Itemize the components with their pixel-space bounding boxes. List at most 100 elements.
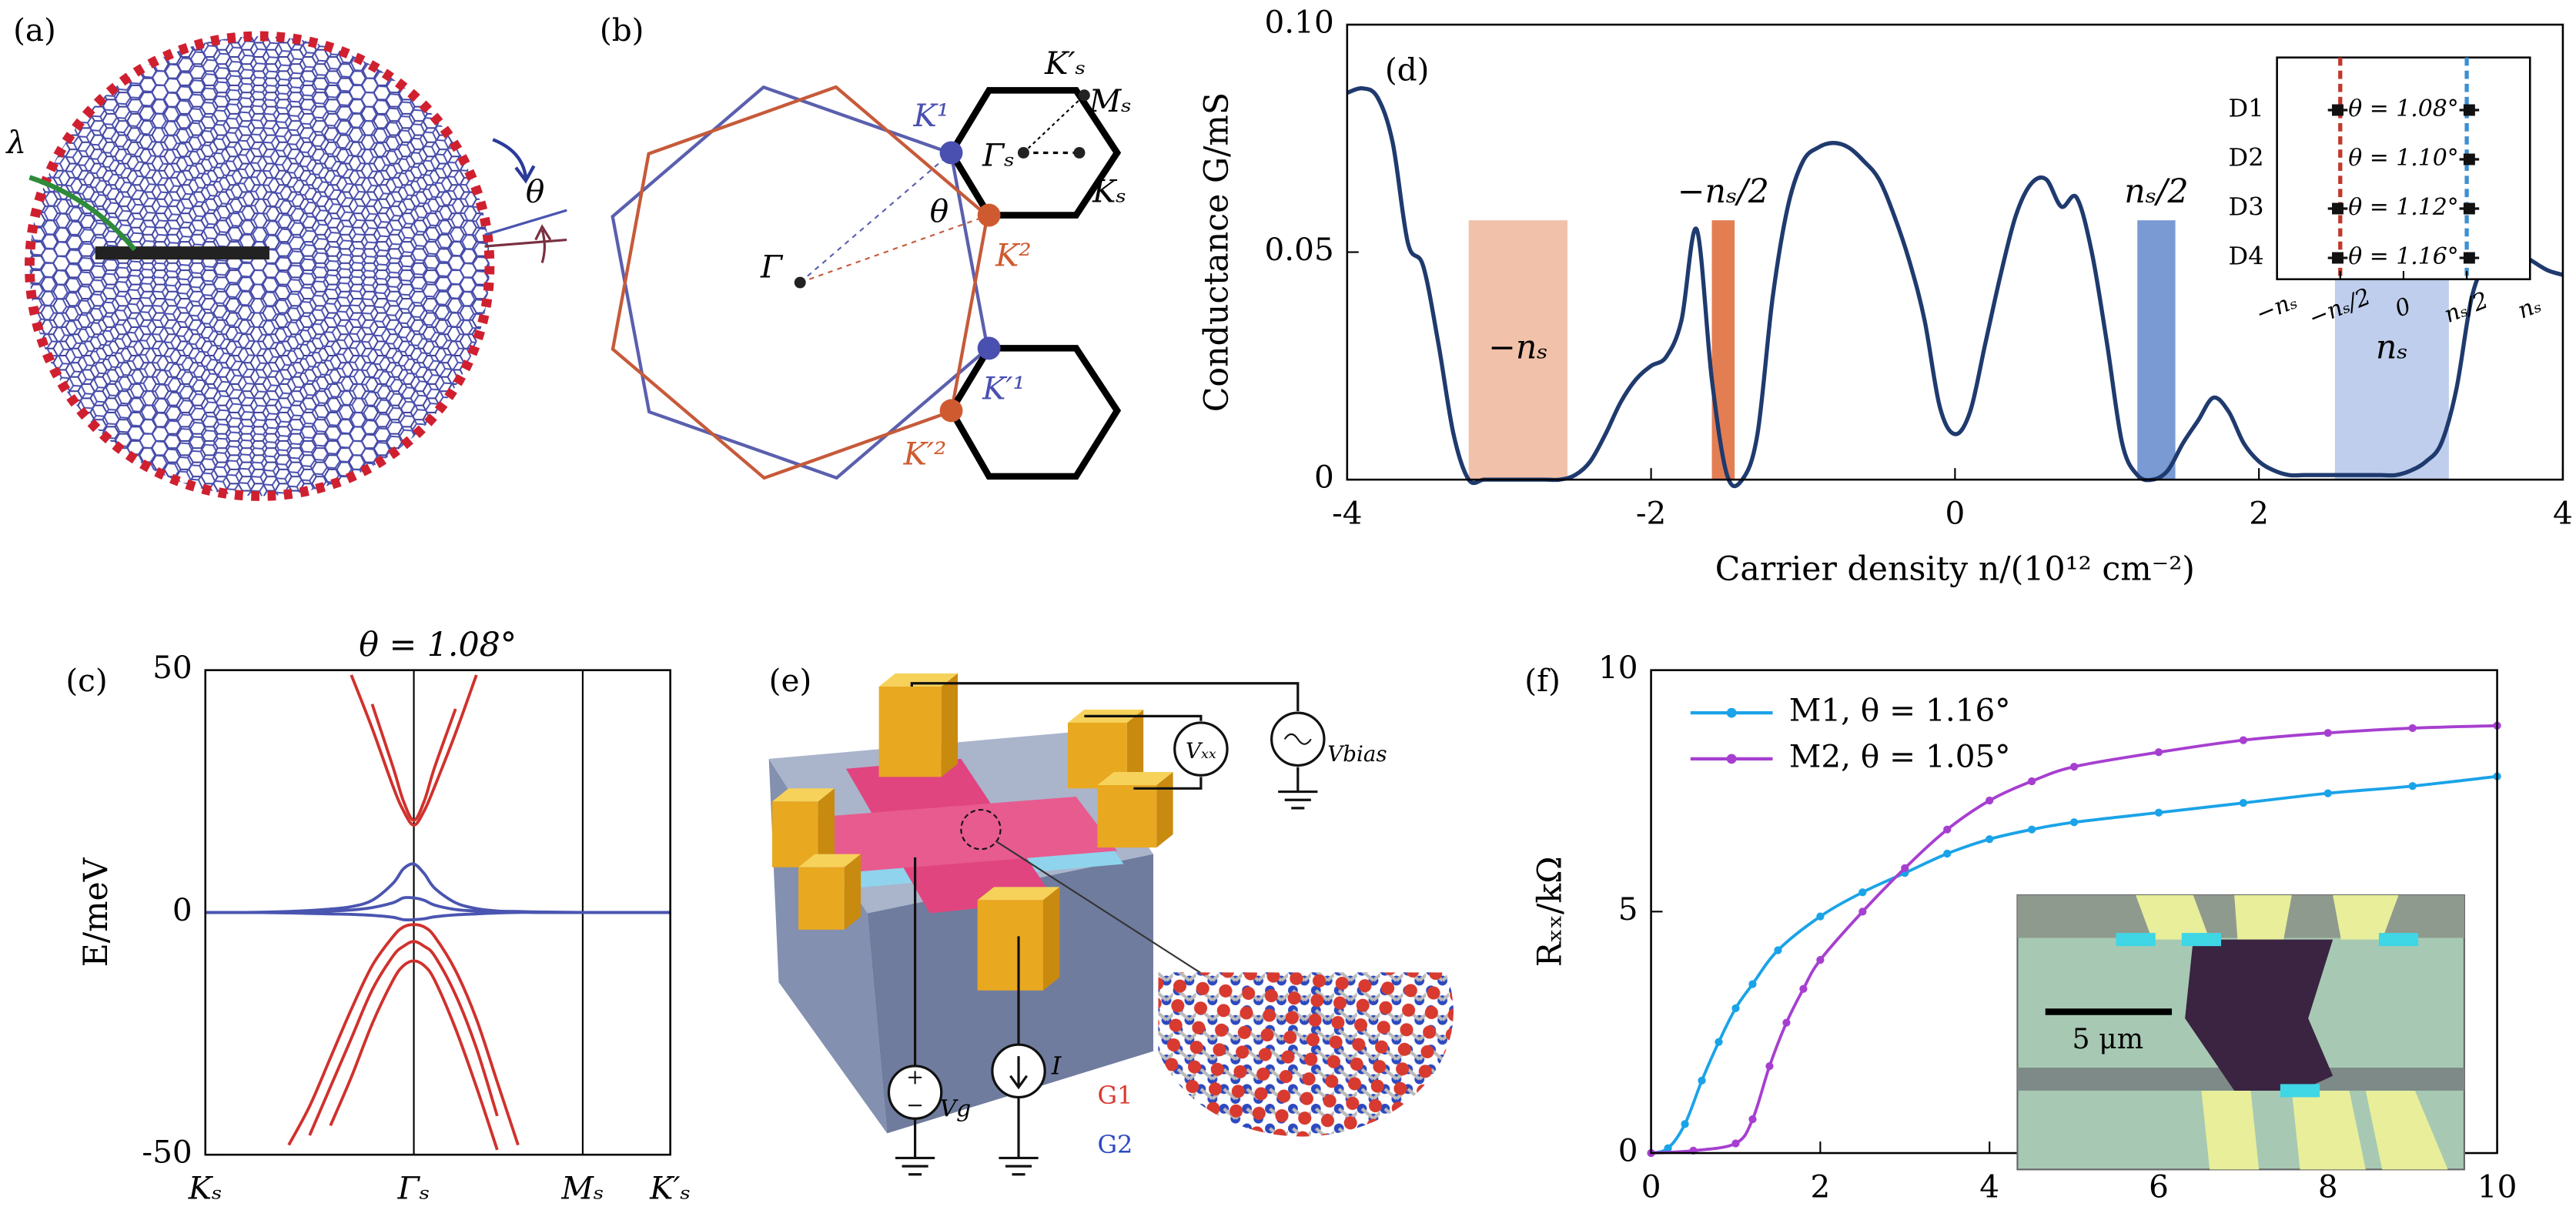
inset-point <box>2463 202 2475 215</box>
region-label: nₛ <box>2376 329 2408 367</box>
device-label: G1 <box>1097 1081 1132 1110</box>
data-point <box>1731 1139 1740 1148</box>
data-point <box>1715 1038 1723 1046</box>
data-line <box>1651 774 2497 1155</box>
y-tick-label: 0 <box>1314 459 1334 496</box>
plot-frame <box>204 669 671 1156</box>
pad <box>2365 1090 2448 1170</box>
y-tick-label: -50 <box>142 1134 192 1171</box>
data-point <box>1816 955 1825 964</box>
data-point <box>2069 818 2079 827</box>
k-point <box>977 203 1001 227</box>
axis-line <box>484 209 567 236</box>
plot-frame <box>1346 23 2564 481</box>
region-label: nₛ/2 <box>2124 172 2188 211</box>
y-axis-label: Conductance G/mS <box>1197 92 1236 412</box>
x-tick-label: K′ₛ <box>649 1170 691 1207</box>
y-tick-label: 50 <box>152 649 192 686</box>
wire <box>1133 777 1203 790</box>
bz-label: K² <box>995 237 1032 274</box>
device-label: Vbias <box>1327 741 1387 767</box>
x-axis-label: Carrier density n/(10¹² cm⁻²) <box>1715 550 2195 589</box>
device-body <box>2185 939 2333 1091</box>
data-point <box>1858 888 1867 897</box>
contact <box>1097 785 1157 848</box>
data-line <box>308 940 499 1136</box>
current-arrow <box>1009 1056 1029 1090</box>
data-point <box>2239 799 2248 807</box>
contact-top <box>798 854 861 867</box>
k-point <box>939 141 963 165</box>
data-point <box>2239 736 2248 744</box>
x-tick-label: 2 <box>1810 1168 1830 1205</box>
inset-tick-label: nₛ <box>2514 291 2545 324</box>
cyan-contact <box>2280 1084 2320 1098</box>
data-point <box>1731 1004 1740 1012</box>
k-point <box>1073 146 1086 159</box>
y-tick-label: 0.10 <box>1265 4 1334 41</box>
legend-swatch <box>1726 754 1737 764</box>
pad <box>2333 895 2399 940</box>
panel-label: (c) <box>65 662 107 699</box>
bz-label: K′ₛ <box>1044 45 1086 82</box>
inset-row-label: D3 <box>2229 192 2264 222</box>
device-label: G2 <box>1097 1130 1132 1159</box>
device-label: I <box>1051 1051 1062 1081</box>
data-line <box>205 896 671 914</box>
polarity <box>908 1071 922 1107</box>
inset-angle-label: θ = 1.16° <box>2348 243 2458 270</box>
region <box>1468 220 1568 480</box>
inset-row-label: D4 <box>2229 242 2264 271</box>
region-label: −nₛ <box>1488 329 1548 367</box>
data-point <box>1986 835 1994 844</box>
pad <box>2201 1090 2260 1170</box>
bz-label: θ <box>930 192 948 229</box>
bz-label: Kₛ <box>1092 172 1126 209</box>
ground <box>1278 790 1318 810</box>
x-tick-label: 0 <box>1945 495 1965 532</box>
inset-bg <box>2276 56 2531 281</box>
x-tick-label: Mₛ <box>560 1170 604 1207</box>
data-point <box>2408 724 2417 733</box>
cyan-contact <box>2378 933 2419 947</box>
legend-label: M2, θ = 1.05° <box>1789 737 2011 774</box>
data-line <box>329 959 499 1151</box>
inset-tick-label: −nₛ <box>2252 287 2300 328</box>
bz-label: Mₛ <box>1089 82 1132 119</box>
inset-angle-label: θ = 1.08° <box>2348 95 2458 122</box>
cyan-contact <box>2181 933 2222 947</box>
k-line <box>799 214 989 284</box>
inset-row-label: D2 <box>2229 143 2264 172</box>
scale-label: 5 μm <box>2073 1022 2144 1055</box>
y-axis-label: Rₓₓ/kΩ <box>1531 856 1570 967</box>
wire <box>910 682 1300 712</box>
contact-side <box>818 788 835 867</box>
k-line <box>1022 95 1086 154</box>
lattice-top <box>1158 972 1454 1137</box>
source <box>887 1065 943 1120</box>
panel-label: (e) <box>769 662 812 699</box>
contact-side <box>1126 709 1144 789</box>
data-point <box>1748 1115 1757 1124</box>
device-label: Vg <box>940 1096 972 1123</box>
data-line <box>350 674 478 827</box>
contact <box>798 867 845 930</box>
data-point <box>1698 1076 1706 1085</box>
k-point <box>1017 146 1029 159</box>
data-point <box>1782 1018 1791 1027</box>
data-point <box>2323 789 2332 797</box>
inset-point <box>2332 202 2343 215</box>
x-tick-label: 10 <box>2477 1168 2517 1205</box>
data-point <box>2408 782 2417 790</box>
zoom-circle <box>960 808 1002 851</box>
y-axis-label: E/meV <box>77 857 115 967</box>
data-point <box>1799 984 1808 993</box>
inset-point <box>2332 104 2343 116</box>
data-point <box>2028 825 2036 834</box>
bz-label: K¹ <box>912 97 949 134</box>
legend-swatch <box>1726 707 1737 718</box>
data-point <box>1943 825 1952 834</box>
y-tick-label: 0 <box>172 891 192 928</box>
lambda-label: λ <box>5 123 27 160</box>
